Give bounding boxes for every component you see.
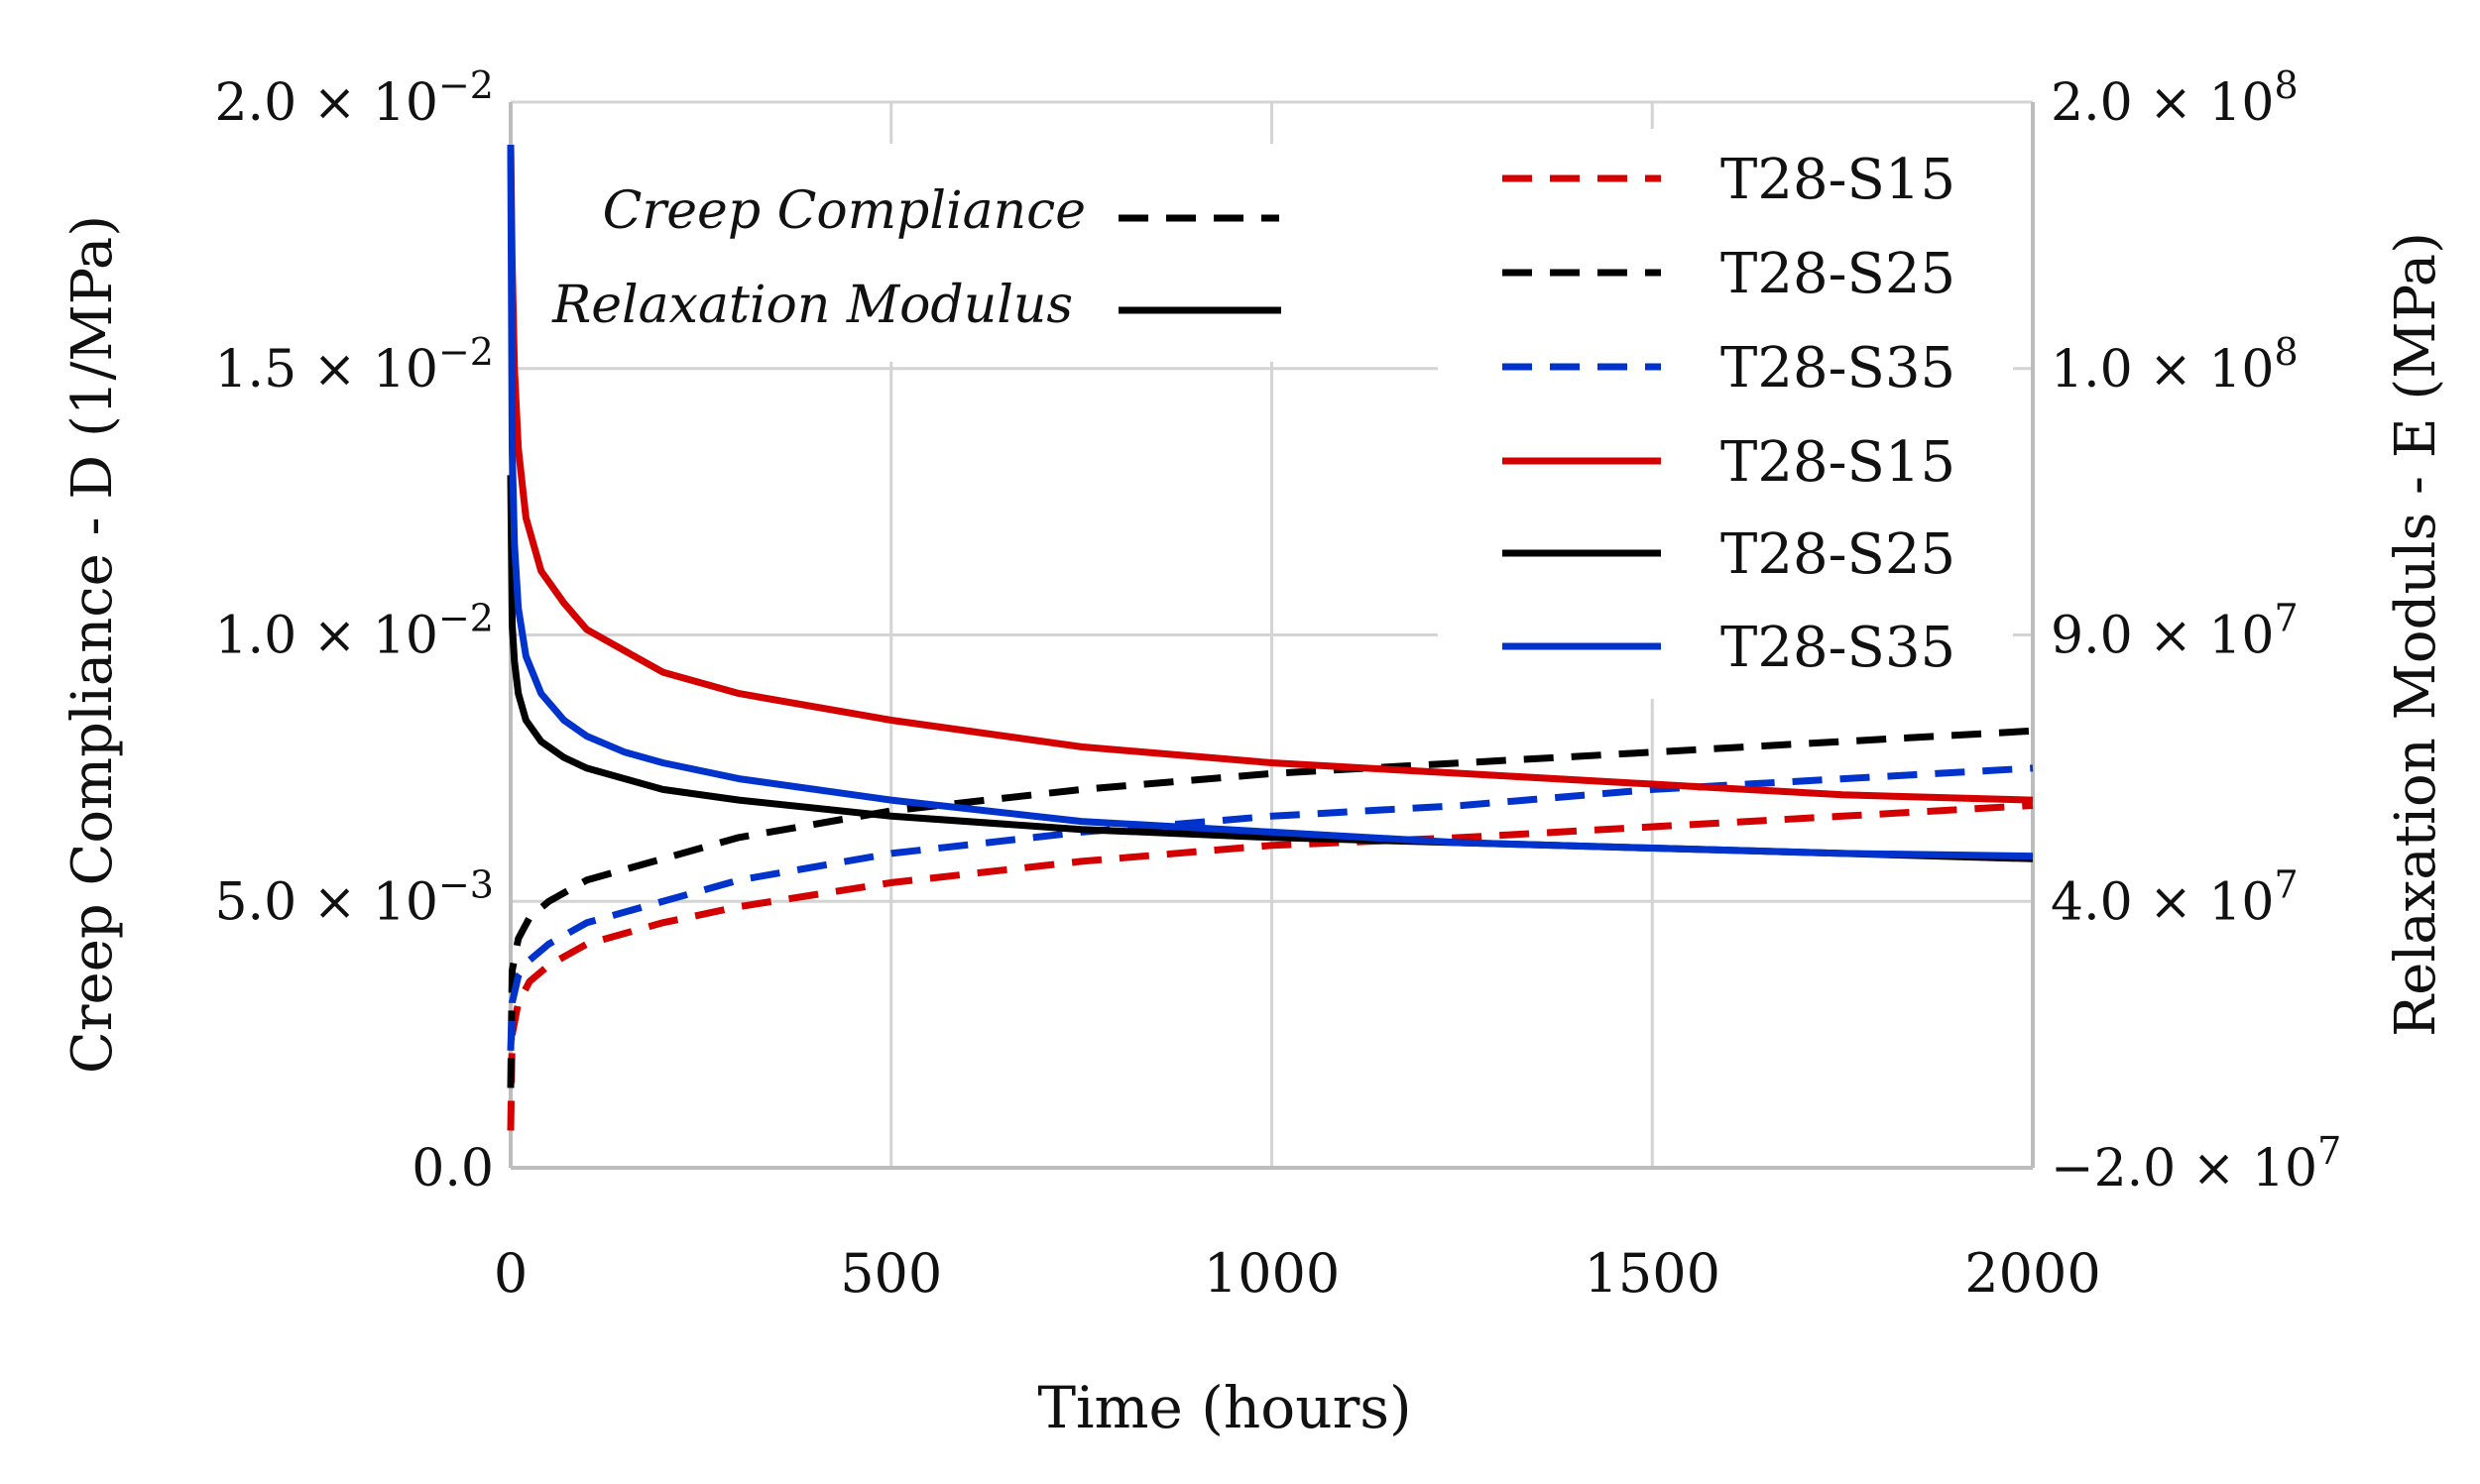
y-right-tick-label: 1.0 × 108	[2051, 330, 2299, 400]
y-right-tick-label: −2.0 × 107	[2051, 1129, 2341, 1199]
series-creep-t28-s25	[507, 727, 2034, 1088]
legend-label-relaxation-s15: T28-S15	[1720, 430, 1955, 495]
series-layer	[507, 144, 2034, 1131]
y-axis-right-label: Relaxation Moduls - E (MPa)	[2384, 232, 2448, 1037]
style-legend: Creep Compliance Relaxation Modulus	[535, 144, 1309, 362]
y-right-tick-label: 4.0 × 107	[2051, 862, 2299, 932]
style-legend-creep-label: Creep Compliance	[603, 181, 1086, 241]
x-tick-label: 2000	[1964, 1242, 2100, 1305]
x-tick-label: 1500	[1585, 1242, 1720, 1305]
x-tick-label: 1000	[1204, 1242, 1340, 1305]
y-left-tick-label: 2.0 × 10−2	[214, 63, 494, 133]
y-left-tick-label: 0.0	[412, 1139, 494, 1199]
series-relaxation-t28-s15	[507, 144, 2034, 804]
legend-label-creep-s25: T28-S25	[1720, 242, 1955, 306]
y-left-tick-label: 1.0 × 10−2	[214, 597, 494, 666]
legend-label-creep-s15: T28-S15	[1720, 148, 1955, 212]
y-right-tick-label: 9.0 × 107	[2051, 597, 2299, 666]
ticks-layer: 0 500 1000 1500 2000 0.0 5.0 × 10−3 1.0 × 10−2 1…	[214, 63, 2341, 1305]
legend-label-creep-s35: T28-S35	[1720, 336, 1955, 400]
x-tick-label: 0	[494, 1242, 528, 1305]
y-left-tick-label: 5.0 × 10−3	[214, 862, 494, 932]
legend-label-relaxation-s35: T28-S35	[1720, 616, 1955, 680]
x-axis-label: Time (hours)	[1037, 1374, 1411, 1441]
x-tick-label: 500	[840, 1242, 942, 1305]
legend-label-relaxation-s25: T28-S25	[1720, 522, 1955, 587]
y-left-tick-label: 1.5 × 10−2	[214, 330, 494, 400]
y-right-tick-label: 2.0 × 108	[2051, 63, 2299, 133]
series-relaxation-t28-s35	[507, 144, 2034, 860]
series-legend: T28-S15 T28-S25 T28-S35 T28-S15 T28-S25 …	[1438, 129, 2013, 699]
style-legend-relaxation-label: Relaxation Modulus	[551, 276, 1073, 335]
y-axis-left-label: Creep Compliance - D (1/MPa)	[60, 215, 125, 1074]
